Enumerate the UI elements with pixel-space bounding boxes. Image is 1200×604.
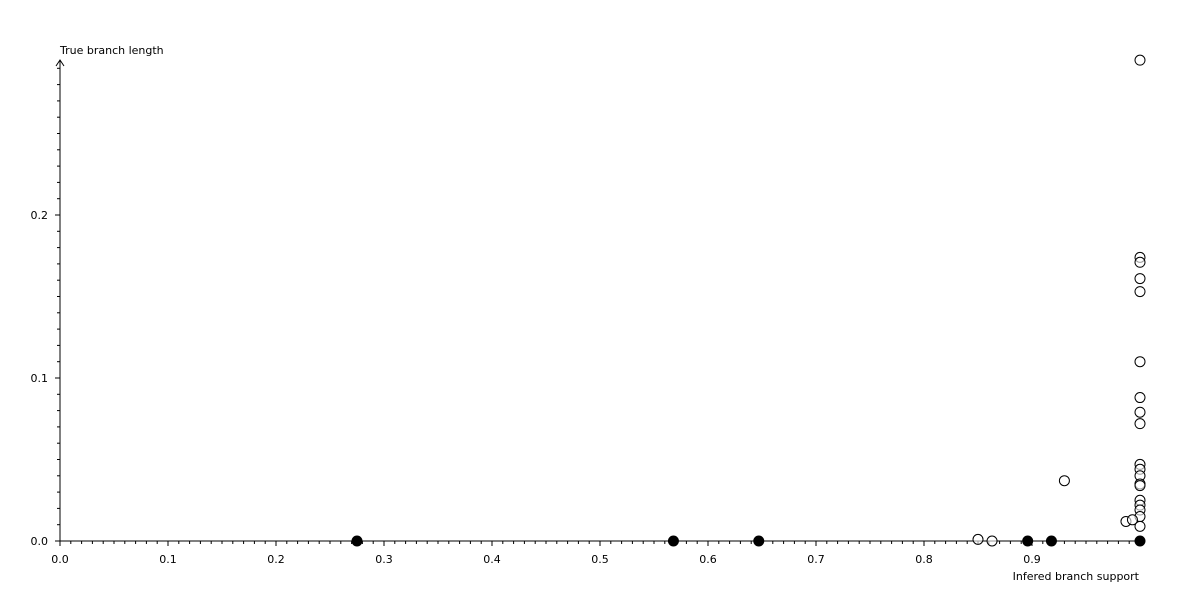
y-tick-label: 0.2 <box>31 209 49 222</box>
open-data-point <box>972 533 984 545</box>
open-data-point <box>1058 475 1070 487</box>
filled-data-point <box>753 535 765 547</box>
filled-data-point <box>1022 535 1034 547</box>
filled-data-point <box>1134 535 1146 547</box>
axes: 0.0 0.1 0.2 0.3 0.4 0.5 0.6 0.7 0.8 0.9 0.0 0.1 0.2 <box>31 59 1141 566</box>
open-data-point <box>1134 273 1146 285</box>
x-tick-label: 0.8 <box>915 553 933 566</box>
open-data-point <box>1134 418 1146 430</box>
x-tick-label: 0.5 <box>591 553 609 566</box>
open-data-point <box>1126 514 1138 526</box>
x-tick-label: 0.3 <box>375 553 393 566</box>
open-data-point <box>1134 256 1146 268</box>
open-data-point <box>1134 480 1146 492</box>
x-tick-label: 0.9 <box>1023 553 1041 566</box>
open-data-point <box>1134 356 1146 368</box>
filled-data-point <box>667 535 679 547</box>
open-data-point <box>1134 286 1146 298</box>
y-axis-label: True branch length <box>59 44 164 57</box>
open-data-point <box>1134 54 1146 66</box>
x-tick-label: 0.0 <box>51 553 69 566</box>
open-data-point <box>1134 520 1146 532</box>
open-data-point <box>1134 392 1146 404</box>
filled-data-point <box>351 535 363 547</box>
data-points <box>351 54 1146 547</box>
open-data-point <box>1134 406 1146 418</box>
x-tick-label: 0.7 <box>807 553 825 566</box>
x-axis-label: Infered branch support <box>1013 570 1140 583</box>
x-tick-label: 0.2 <box>267 553 285 566</box>
x-tick-label: 0.4 <box>483 553 501 566</box>
filled-data-point <box>1045 535 1057 547</box>
x-tick-label: 0.6 <box>699 553 717 566</box>
y-tick-label: 0.1 <box>31 372 49 385</box>
x-tick-label: 0.1 <box>159 553 177 566</box>
y-axis-arrow <box>55 59 65 67</box>
y-tick-label: 0.0 <box>31 535 49 548</box>
open-data-point <box>986 535 998 547</box>
